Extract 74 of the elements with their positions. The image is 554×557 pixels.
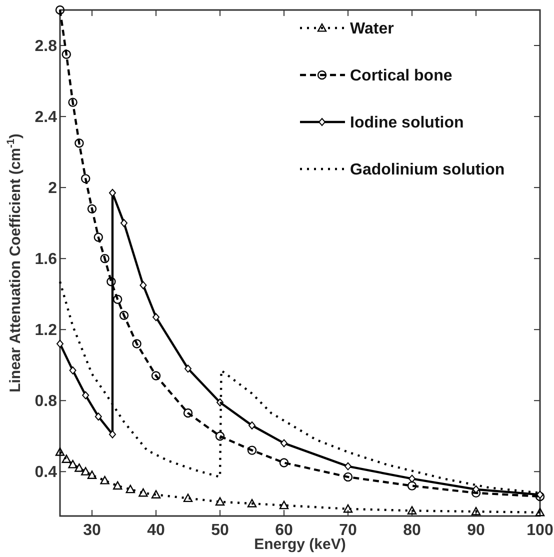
point (279, 500, 289, 510)
y-tick-label: 2.8 (34, 38, 58, 56)
point (151, 490, 161, 498)
x-tick-label: 40 (147, 522, 165, 539)
point (81, 174, 90, 184)
point (536, 490, 544, 499)
point (82, 391, 90, 400)
point (126, 484, 135, 494)
point (69, 366, 76, 374)
point (408, 474, 416, 483)
point (62, 454, 71, 463)
point (279, 458, 289, 468)
point (215, 497, 225, 506)
legend-label: Water (350, 20, 394, 38)
point (343, 472, 353, 482)
point (94, 412, 102, 421)
point (55, 447, 65, 456)
point (119, 310, 129, 320)
y-tick-label: 1.6 (34, 251, 58, 268)
point (183, 408, 193, 418)
point (471, 506, 481, 516)
point (108, 188, 116, 197)
point (132, 339, 142, 348)
y-tick-label: 2 (48, 180, 58, 198)
y-tick-label: 2.4 (34, 109, 58, 126)
point (87, 470, 97, 479)
legend-label: Gadolinium solution (350, 162, 505, 179)
point (68, 98, 78, 107)
point (280, 439, 288, 448)
y-tick-label: 0.4 (34, 464, 58, 482)
x-tick-label: 70 (339, 522, 357, 539)
x-tick-label: 90 (467, 522, 485, 539)
x-tick-label: 30 (83, 522, 101, 539)
point (87, 204, 97, 214)
point (56, 340, 64, 348)
point (247, 446, 257, 455)
point (55, 5, 65, 15)
point (120, 219, 128, 228)
point (152, 313, 160, 322)
point (151, 371, 161, 380)
y-tick-label: 0.8 (34, 393, 58, 410)
point (113, 294, 122, 304)
legend-label: Cortical bone (350, 68, 452, 85)
point (183, 494, 193, 502)
point (140, 281, 147, 290)
x-tick-label: 100 (526, 522, 554, 539)
point (68, 460, 78, 468)
point (407, 481, 417, 490)
point (74, 138, 84, 148)
point (215, 432, 225, 441)
point (184, 364, 192, 373)
point (138, 488, 148, 497)
x-axis-title: Energy (keV) (254, 536, 346, 553)
point (535, 508, 545, 516)
x-tick-label: 80 (403, 522, 421, 539)
point (94, 232, 103, 242)
point (100, 254, 110, 264)
point (106, 277, 116, 286)
point (108, 430, 116, 438)
legend-label: Iodine solution (350, 114, 464, 132)
point (344, 462, 352, 470)
point (248, 421, 256, 430)
point (100, 476, 110, 484)
y-tick-label: 1.2 (34, 322, 58, 340)
x-tick-label: 60 (275, 522, 293, 539)
point (343, 504, 353, 513)
x-tick-label: 50 (211, 522, 229, 539)
point (535, 492, 545, 502)
point (62, 50, 71, 59)
point (74, 463, 84, 472)
point (113, 481, 122, 490)
point (247, 498, 257, 508)
point (81, 467, 90, 476)
point (407, 506, 417, 514)
